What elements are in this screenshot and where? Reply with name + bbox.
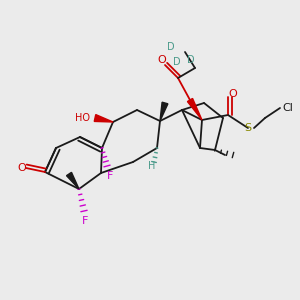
Text: F: F [82,216,88,226]
Text: Cl: Cl [283,103,293,113]
Polygon shape [188,98,202,120]
Polygon shape [94,115,113,122]
Text: O: O [158,55,166,65]
Text: HO: HO [76,113,91,123]
Text: H: H [148,161,156,171]
Text: O: O [18,163,26,173]
Polygon shape [160,102,168,121]
Text: O: O [229,89,237,99]
Polygon shape [67,172,79,189]
Text: D: D [187,55,195,65]
Text: S: S [244,123,252,133]
Text: D: D [167,42,175,52]
Text: F: F [107,171,113,181]
Text: D: D [173,57,181,67]
